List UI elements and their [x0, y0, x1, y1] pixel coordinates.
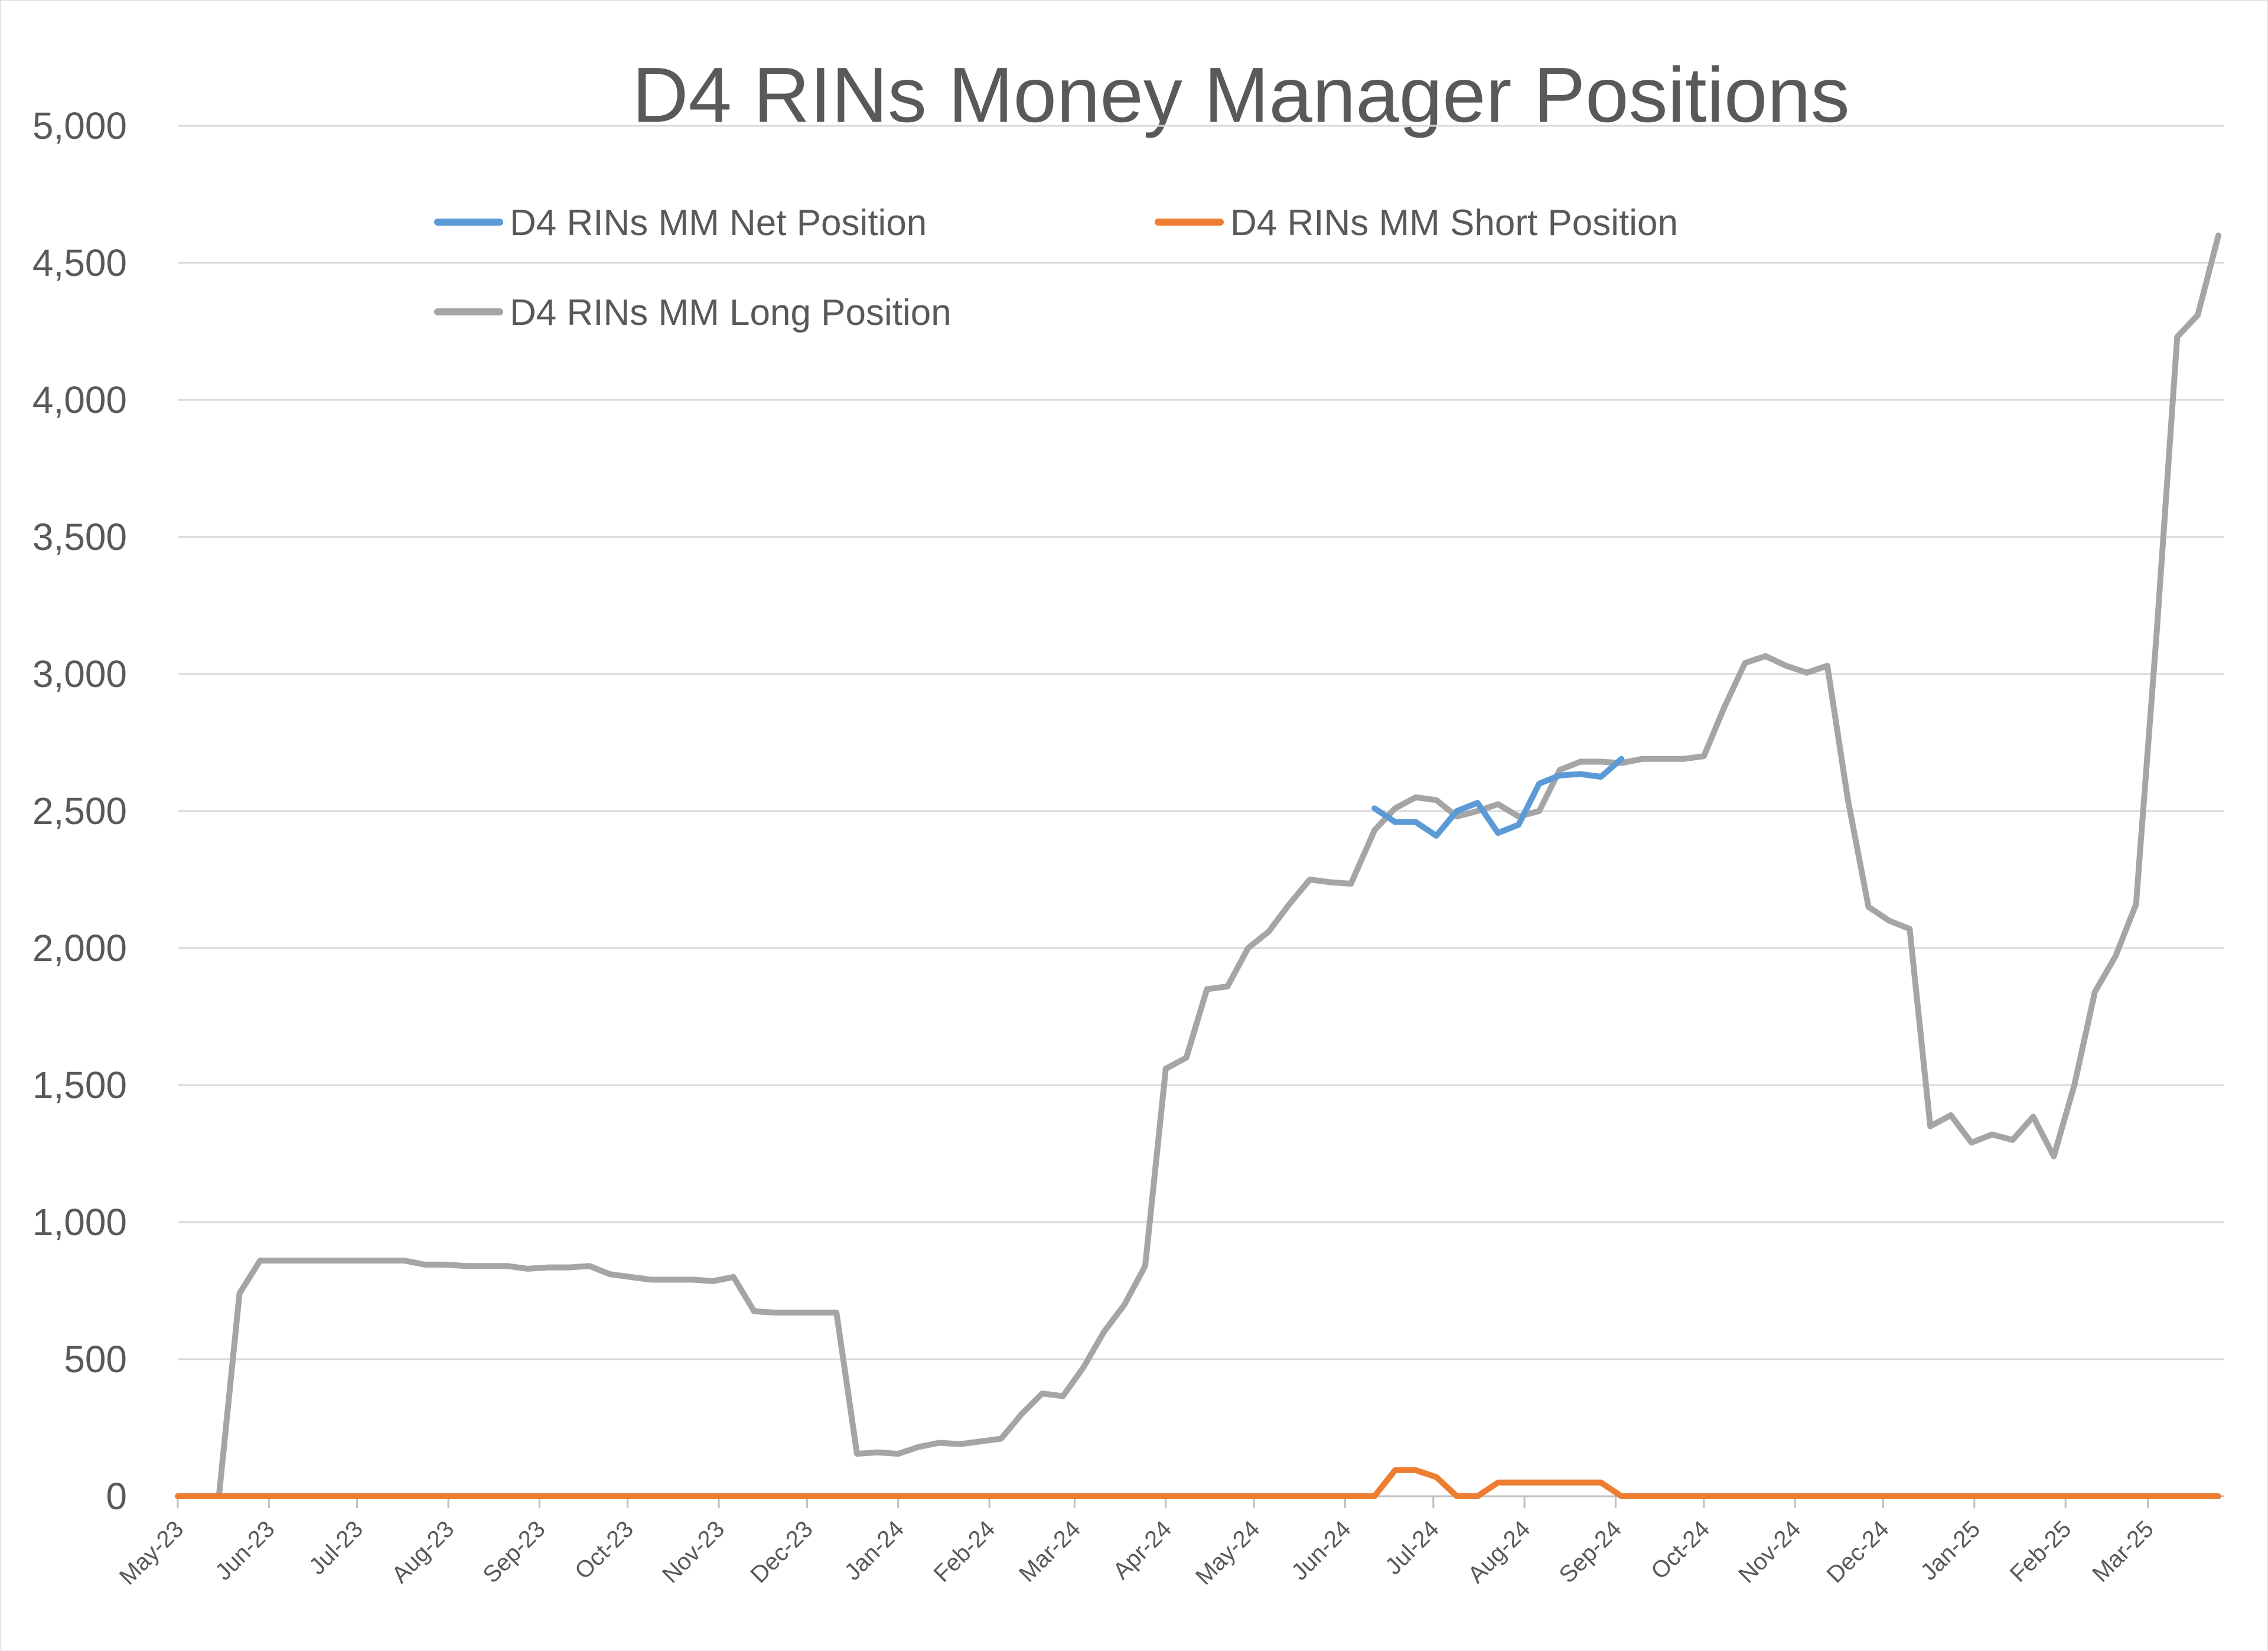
y-tick-label: 0 — [106, 1475, 127, 1518]
legend-entry: D4 RINs MM Net Position — [510, 203, 927, 243]
x-tick-label: Jul-23 — [304, 1516, 368, 1580]
gridlines — [178, 125, 2224, 1360]
x-tick-label: Sep-24 — [1555, 1516, 1627, 1588]
legend-entry: D4 RINs MM Long Position — [510, 292, 951, 333]
y-tick-label: 1,500 — [32, 1064, 127, 1106]
y-tick-label: 4,500 — [32, 242, 127, 284]
x-tick-label: May-24 — [1191, 1516, 1265, 1590]
x-tick-label: Dec-23 — [745, 1516, 817, 1588]
x-tick-label: Jun-24 — [1286, 1516, 1356, 1585]
x-tick-label: Mar-24 — [1014, 1516, 1086, 1587]
series-line-net — [1371, 756, 1625, 839]
x-tick-label: Dec-24 — [1822, 1516, 1894, 1588]
x-tick-label: Apr-24 — [1108, 1516, 1177, 1584]
x-tick-label: Jun-23 — [210, 1516, 280, 1585]
x-tick-label: Feb-24 — [929, 1516, 1001, 1587]
x-tick-label: May-23 — [115, 1516, 188, 1590]
series-line-long — [175, 232, 2221, 1499]
y-tick-label: 500 — [64, 1338, 127, 1380]
legend: D4 RINs MM Net Position D4 RINs MM Short … — [434, 203, 1678, 333]
legend-entry: D4 RINs MM Short Position — [1230, 203, 1678, 243]
x-tick-label: Feb-25 — [2005, 1516, 2077, 1587]
series-lines — [175, 232, 2221, 1499]
y-tick-label: 1,000 — [32, 1201, 127, 1243]
x-tick-label: Jan-24 — [839, 1516, 909, 1585]
y-tick-label: 2,000 — [32, 927, 127, 969]
x-tick-label: Sep-23 — [478, 1516, 550, 1588]
x-tick-label: Nov-24 — [1733, 1516, 1806, 1588]
y-tick-label: 5,000 — [32, 105, 127, 147]
x-tick-label: Nov-23 — [657, 1516, 729, 1588]
x-tick-label: Jul-24 — [1380, 1516, 1444, 1580]
y-tick-label: 4,000 — [32, 379, 127, 421]
y-axis-ticks: 0 500 1,000 1,500 2,000 2,500 3,000 3,500 4,000 4… — [32, 105, 127, 1518]
x-tick-label: Aug-23 — [387, 1516, 459, 1588]
x-tick-label: Mar-25 — [2087, 1516, 2159, 1587]
x-tick-label: Oct-23 — [570, 1516, 638, 1584]
y-tick-label: 3,000 — [32, 653, 127, 695]
series-line-short — [175, 1467, 2221, 1499]
chart-title: D4 RINs Money Manager Positions — [632, 51, 1850, 138]
x-axis-ticks: May-23 Jun-23 Jul-23 Aug-23 Sep-23 Oct-23 Nov-… — [115, 1496, 2159, 1590]
x-tick-label: Oct-24 — [1646, 1516, 1715, 1584]
y-tick-label: 3,500 — [32, 516, 127, 558]
x-tick-label: Jan-25 — [1916, 1516, 1986, 1585]
x-tick-label: Aug-24 — [1463, 1516, 1535, 1588]
y-tick-label: 2,500 — [32, 790, 127, 832]
